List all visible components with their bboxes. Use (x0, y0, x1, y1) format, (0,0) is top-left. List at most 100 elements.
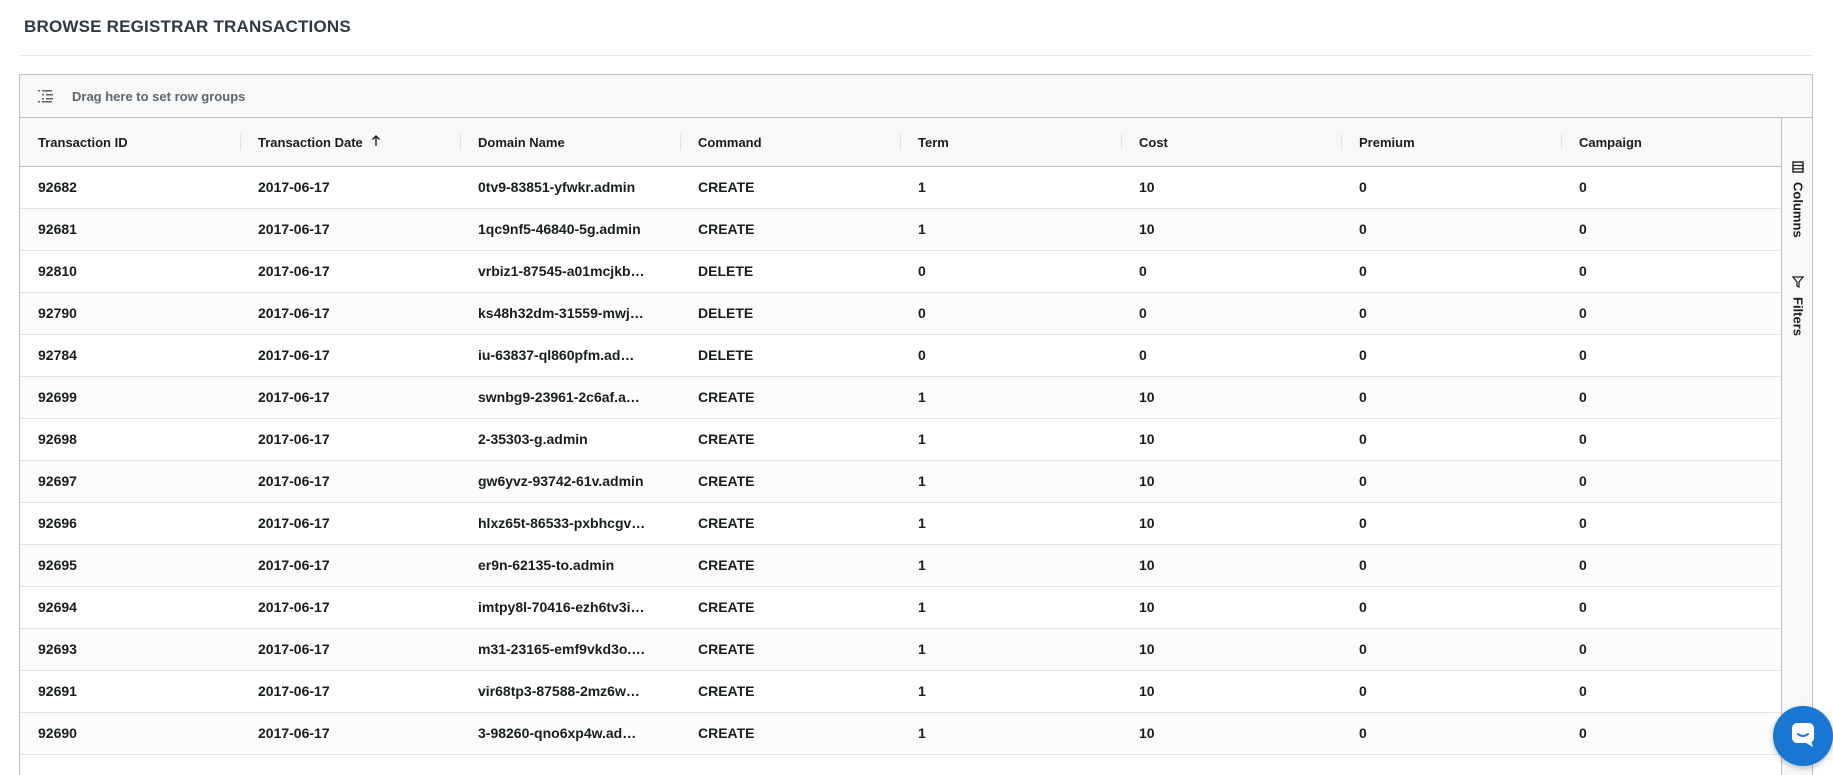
cell-transaction-id[interactable]: 92784 (38, 347, 77, 363)
cell-transaction-date[interactable]: 2017-06-17 (258, 179, 330, 195)
table-row[interactable]: 92690 2017-06-17 3-98260-qno6xp4w.ad… CREAT… (20, 713, 1781, 755)
cell-command[interactable]: DELETE (698, 305, 754, 321)
cell-cost[interactable]: 10 (1139, 641, 1155, 657)
cell-premium[interactable]: 0 (1359, 221, 1367, 237)
table-row[interactable]: 92697 2017-06-17 gw6yvz-93742-61v.admin CRE… (20, 461, 1781, 503)
cell-transaction-date[interactable]: 2017-06-17 (258, 683, 330, 699)
cell-campaign[interactable]: 0 (1579, 263, 1587, 279)
cell-domain-name[interactable]: imtpy8l-70416-ezh6tv3i… (478, 599, 645, 615)
cell-premium[interactable]: 0 (1359, 557, 1367, 573)
table-row[interactable]: 92682 2017-06-17 0tv9-83851-yfwkr.admin CRE… (20, 167, 1781, 209)
column-header-cost[interactable]: Cost (1121, 118, 1341, 166)
cell-domain-name[interactable]: vrbiz1-87545-a01mcjkb… (478, 263, 645, 279)
cell-domain-name[interactable]: hlxz65t-86533-pxbhcgv… (478, 515, 646, 531)
cell-term[interactable]: 1 (918, 557, 926, 573)
cell-domain-name[interactable]: swnbg9-23961-2c6af.a… (478, 389, 640, 405)
cell-premium[interactable]: 0 (1359, 473, 1367, 489)
cell-cost[interactable]: 10 (1139, 179, 1155, 195)
cell-domain-name[interactable]: ks48h32dm-31559-mwj… (478, 305, 644, 321)
cell-transaction-id[interactable]: 92681 (38, 221, 77, 237)
cell-campaign[interactable]: 0 (1579, 641, 1587, 657)
cell-premium[interactable]: 0 (1359, 389, 1367, 405)
cell-command[interactable]: DELETE (698, 347, 754, 363)
cell-campaign[interactable]: 0 (1579, 725, 1587, 741)
cell-term[interactable]: 1 (918, 179, 926, 195)
cell-term[interactable]: 0 (918, 305, 926, 321)
cell-transaction-date[interactable]: 2017-06-17 (258, 515, 330, 531)
cell-domain-name[interactable]: 3-98260-qno6xp4w.ad… (478, 725, 637, 741)
cell-command[interactable]: CREATE (698, 179, 755, 195)
cell-domain-name[interactable]: iu-63837-ql860pfm.ad… (478, 347, 635, 363)
cell-term[interactable]: 1 (918, 389, 926, 405)
cell-transaction-id[interactable]: 92691 (38, 683, 77, 699)
table-row[interactable]: 92784 2017-06-17 iu-63837-ql860pfm.ad… DELE… (20, 335, 1781, 377)
cell-premium[interactable]: 0 (1359, 599, 1367, 615)
row-group-panel[interactable]: Drag here to set row groups (20, 75, 1812, 118)
cell-campaign[interactable]: 0 (1579, 599, 1587, 615)
cell-campaign[interactable]: 0 (1579, 179, 1587, 195)
cell-cost[interactable]: 10 (1139, 431, 1155, 447)
column-resize-handle[interactable] (900, 134, 901, 150)
cell-transaction-date[interactable]: 2017-06-17 (258, 389, 330, 405)
cell-cost[interactable]: 10 (1139, 683, 1155, 699)
cell-term[interactable]: 1 (918, 725, 926, 741)
cell-cost[interactable]: 0 (1139, 347, 1147, 363)
cell-campaign[interactable]: 0 (1579, 473, 1587, 489)
column-resize-handle[interactable] (240, 134, 241, 150)
cell-transaction-date[interactable]: 2017-06-17 (258, 347, 330, 363)
cell-term[interactable]: 1 (918, 473, 926, 489)
cell-premium[interactable]: 0 (1359, 431, 1367, 447)
filters-tool-button[interactable]: Filters (1786, 275, 1810, 336)
table-row[interactable]: 92681 2017-06-17 1qc9nf5-46840-5g.admin CRE… (20, 209, 1781, 251)
cell-command[interactable]: CREATE (698, 515, 755, 531)
cell-premium[interactable]: 0 (1359, 305, 1367, 321)
cell-transaction-id[interactable]: 92695 (38, 557, 77, 573)
table-row[interactable]: 92693 2017-06-17 m31-23165-emf9vkd3o.… CREA… (20, 629, 1781, 671)
cell-campaign[interactable]: 0 (1579, 557, 1587, 573)
column-header-term[interactable]: Term (900, 118, 1121, 166)
cell-transaction-id[interactable]: 92698 (38, 431, 77, 447)
cell-cost[interactable]: 0 (1139, 263, 1147, 279)
cell-premium[interactable]: 0 (1359, 725, 1367, 741)
cell-term[interactable]: 1 (918, 431, 926, 447)
column-header-domain-name[interactable]: Domain Name (460, 118, 680, 166)
cell-transaction-id[interactable]: 92693 (38, 641, 77, 657)
cell-transaction-date[interactable]: 2017-06-17 (258, 221, 330, 237)
cell-transaction-date[interactable]: 2017-06-17 (258, 473, 330, 489)
cell-term[interactable]: 1 (918, 599, 926, 615)
cell-transaction-date[interactable]: 2017-06-17 (258, 305, 330, 321)
table-row[interactable]: 92698 2017-06-17 2-35303-g.admin CREATE 1 10 0… (20, 419, 1781, 461)
cell-cost[interactable]: 10 (1139, 557, 1155, 573)
cell-premium[interactable]: 0 (1359, 683, 1367, 699)
cell-domain-name[interactable]: gw6yvz-93742-61v.admin (478, 473, 644, 489)
cell-transaction-id[interactable]: 92682 (38, 179, 77, 195)
cell-domain-name[interactable]: vir68tp3-87588-2mz6w… (478, 683, 640, 699)
cell-campaign[interactable]: 0 (1579, 305, 1587, 321)
column-resize-handle[interactable] (1121, 134, 1122, 150)
table-row[interactable]: 92694 2017-06-17 imtpy8l-70416-ezh6tv3i… CR… (20, 587, 1781, 629)
cell-transaction-date[interactable]: 2017-06-17 (258, 557, 330, 573)
cell-command[interactable]: CREATE (698, 725, 755, 741)
table-row[interactable]: 92691 2017-06-17 vir68tp3-87588-2mz6w… CREA… (20, 671, 1781, 713)
cell-domain-name[interactable]: m31-23165-emf9vkd3o.… (478, 641, 646, 657)
cell-transaction-date[interactable]: 2017-06-17 (258, 263, 330, 279)
cell-transaction-date[interactable]: 2017-06-17 (258, 641, 330, 657)
cell-command[interactable]: DELETE (698, 263, 754, 279)
columns-tool-button[interactable]: Columns (1786, 160, 1810, 238)
cell-campaign[interactable]: 0 (1579, 431, 1587, 447)
column-resize-handle[interactable] (460, 134, 461, 150)
cell-cost[interactable]: 10 (1139, 599, 1155, 615)
cell-command[interactable]: CREATE (698, 641, 755, 657)
cell-domain-name[interactable]: 2-35303-g.admin (478, 431, 588, 447)
cell-premium[interactable]: 0 (1359, 515, 1367, 531)
column-header-transaction-date[interactable]: Transaction Date (240, 118, 460, 166)
cell-transaction-date[interactable]: 2017-06-17 (258, 599, 330, 615)
column-header-campaign[interactable]: Campaign (1561, 118, 1781, 166)
cell-command[interactable]: CREATE (698, 473, 755, 489)
cell-command[interactable]: CREATE (698, 431, 755, 447)
column-header-command[interactable]: Command (680, 118, 900, 166)
cell-term[interactable]: 1 (918, 683, 926, 699)
cell-command[interactable]: CREATE (698, 557, 755, 573)
cell-command[interactable]: CREATE (698, 683, 755, 699)
cell-transaction-id[interactable]: 92696 (38, 515, 77, 531)
